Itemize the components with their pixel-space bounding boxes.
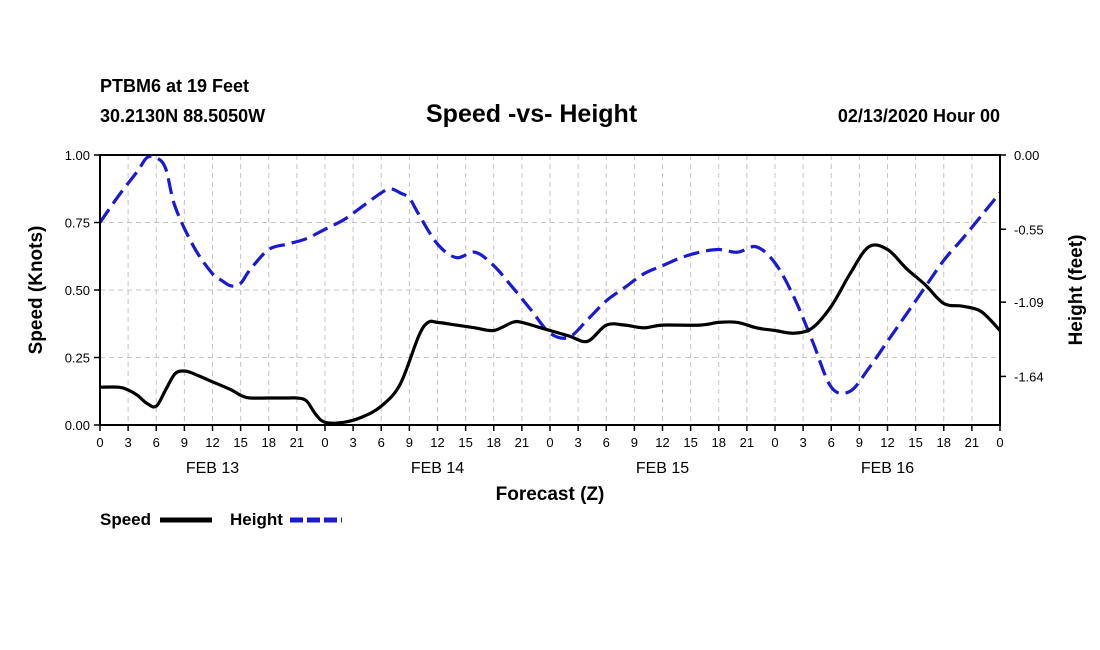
x-axis-title: Forecast (Z) xyxy=(496,484,605,505)
y2-axis-title: Height (feet) xyxy=(1066,235,1087,346)
x-tick-label: 0 xyxy=(96,435,103,450)
speed-series-line xyxy=(100,243,1000,425)
legend-speed-label: Speed xyxy=(100,510,151,529)
x-tick-label: 18 xyxy=(487,435,501,450)
series-lines xyxy=(100,155,1000,425)
y2-tick-label: -1.64 xyxy=(1014,369,1044,384)
y2-tick-label: -1.09 xyxy=(1014,295,1044,310)
x-tick-label: 15 xyxy=(908,435,922,450)
y-tick-label: 1.00 xyxy=(65,148,90,163)
day-label: FEB 16 xyxy=(861,460,914,477)
x-tick-label: 21 xyxy=(290,435,304,450)
run-time-label: 02/13/2020 Hour 00 xyxy=(837,106,1000,126)
x-tick-label: 0 xyxy=(996,435,1003,450)
day-label: FEB 14 xyxy=(411,460,464,477)
chart-title: Speed -vs- Height xyxy=(426,100,638,128)
day-label: FEB 13 xyxy=(186,460,239,477)
x-tick-label: 21 xyxy=(740,435,754,450)
x-tick-label: 0 xyxy=(546,435,553,450)
x-tick-label: 18 xyxy=(262,435,276,450)
axis-ticks: 0 3 6 9 12 15 18 21 0 3 6 9 12 15 18 21 0 3 6 9 12 15 18 21 0 3 6 9… xyxy=(65,148,1044,477)
y2-tick-label: -0.55 xyxy=(1014,222,1044,237)
y-tick-label: 0.25 xyxy=(65,351,90,366)
y-tick-label: 0.00 xyxy=(65,418,90,433)
legend-height-label: Height xyxy=(230,510,283,529)
station-label: PTBM6 at 19 Feet xyxy=(100,76,250,96)
x-tick-label: 3 xyxy=(350,435,357,450)
y-tick-label: 0.75 xyxy=(65,216,90,231)
x-tick-label: 9 xyxy=(406,435,413,450)
x-tick-label: 15 xyxy=(233,435,247,450)
grid xyxy=(100,155,1000,425)
x-tick-label: 21 xyxy=(965,435,979,450)
x-tick-label: 15 xyxy=(458,435,472,450)
x-tick-label: 15 xyxy=(683,435,697,450)
y2-tick-label: 0.00 xyxy=(1014,148,1039,163)
x-tick-label: 3 xyxy=(575,435,582,450)
x-tick-label: 12 xyxy=(655,435,669,450)
x-tick-label: 18 xyxy=(937,435,951,450)
x-tick-label: 6 xyxy=(153,435,160,450)
height-series-line xyxy=(100,155,1000,396)
x-tick-label: 0 xyxy=(771,435,778,450)
x-tick-label: 6 xyxy=(828,435,835,450)
x-tick-label: 12 xyxy=(205,435,219,450)
x-tick-label: 0 xyxy=(321,435,328,450)
x-tick-label: 12 xyxy=(430,435,444,450)
coordinates-label: 30.2130N 88.5050W xyxy=(100,106,266,126)
x-tick-label: 12 xyxy=(880,435,894,450)
y-axis-title: Speed (Knots) xyxy=(26,226,47,355)
legend: Speed Height xyxy=(100,510,342,529)
x-tick-label: 9 xyxy=(856,435,863,450)
x-tick-label: 6 xyxy=(603,435,610,450)
x-tick-label: 9 xyxy=(631,435,638,450)
x-tick-label: 3 xyxy=(125,435,132,450)
y-tick-label: 0.50 xyxy=(65,283,90,298)
x-tick-label: 3 xyxy=(800,435,807,450)
day-label: FEB 15 xyxy=(636,460,689,477)
x-tick-label: 9 xyxy=(181,435,188,450)
x-tick-label: 21 xyxy=(515,435,529,450)
x-tick-label: 18 xyxy=(712,435,726,450)
x-tick-label: 6 xyxy=(378,435,385,450)
